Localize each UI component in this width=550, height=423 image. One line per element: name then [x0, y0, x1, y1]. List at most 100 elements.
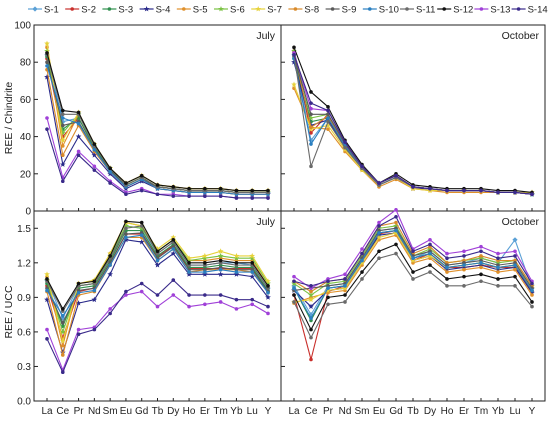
- data-point: [217, 271, 224, 277]
- data-point: [478, 255, 484, 261]
- data-point: [92, 147, 97, 152]
- data-point: [76, 110, 81, 115]
- x-tick-label: Gd: [389, 406, 402, 417]
- panel-title: July: [256, 30, 275, 42]
- x-tick-label: Sm: [103, 406, 118, 417]
- data-point: [92, 288, 97, 293]
- data-point: [218, 300, 223, 304]
- plot-frame: [280, 24, 546, 212]
- y-axis-label-bottom: REE / UCC: [3, 285, 15, 339]
- data-point: [124, 226, 128, 231]
- data-point: [75, 300, 82, 306]
- data-point: [76, 281, 81, 286]
- series-line: [46, 69, 268, 195]
- data-point: [234, 270, 239, 274]
- panel-1: 0 20 40 60 80 100 July: [14, 21, 282, 218]
- legend-label: S-12: [453, 5, 473, 16]
- legend-label: S-10: [379, 5, 399, 16]
- data-point: [154, 246, 161, 252]
- data-point: [203, 186, 207, 191]
- panel-title: July: [256, 216, 275, 228]
- data-point: [60, 324, 65, 328]
- series-s-12: [292, 242, 534, 332]
- data-point: [76, 327, 81, 332]
- data-point: [359, 259, 365, 266]
- series-s-10: [45, 64, 270, 197]
- legend: S-1 S-2 S-3 S-4 S-5 S-6 S-7 S-8 S-9 S-10 S-11 S-12 S…: [28, 5, 548, 16]
- legend-item: S-14: [511, 5, 548, 16]
- data-point: [250, 261, 255, 265]
- x-tick-label: Ce: [305, 406, 318, 417]
- data-point: [60, 119, 66, 125]
- legend-label: S-14: [528, 5, 548, 16]
- data-point: [266, 196, 270, 200]
- legend-marker: [442, 7, 447, 11]
- data-point: [60, 315, 66, 321]
- data-point: [171, 185, 176, 189]
- data-point: [343, 272, 347, 277]
- data-point: [359, 252, 365, 259]
- data-point: [343, 284, 347, 288]
- data-point: [530, 288, 534, 293]
- data-point: [377, 224, 381, 228]
- data-point: [496, 265, 500, 270]
- data-point: [292, 279, 296, 284]
- data-point: [60, 153, 65, 157]
- series-s-3: [45, 228, 270, 328]
- data-point: [394, 220, 398, 225]
- data-point: [187, 293, 191, 297]
- legend-label: S-8: [304, 5, 319, 16]
- data-point: [171, 194, 176, 198]
- legend-item: S-4: [139, 5, 170, 16]
- data-point: [360, 164, 364, 169]
- x-tick-label: Dy: [167, 406, 179, 417]
- data-point: [308, 296, 314, 303]
- data-point: [462, 274, 466, 279]
- data-point: [325, 287, 331, 293]
- x-tick-label: Yb: [492, 406, 505, 417]
- data-point: [479, 244, 483, 249]
- legend-label: S-2: [81, 5, 96, 16]
- data-point: [266, 188, 270, 193]
- data-point: [75, 133, 82, 140]
- legend-label: S-7: [267, 5, 282, 16]
- x-tick-label: Y: [529, 406, 536, 417]
- data-point: [326, 108, 330, 113]
- data-point: [44, 40, 50, 47]
- legend-item: S-6: [214, 5, 245, 16]
- data-point: [309, 327, 313, 332]
- data-point: [45, 327, 49, 332]
- data-point: [60, 313, 65, 318]
- data-point: [155, 249, 160, 254]
- legend-item: S-2: [65, 5, 96, 16]
- series-s-12: [45, 219, 270, 311]
- data-point: [108, 311, 112, 316]
- data-point: [479, 188, 483, 193]
- series-line: [293, 54, 533, 195]
- data-point: [291, 280, 297, 286]
- data-point: [171, 293, 176, 297]
- data-point: [309, 106, 313, 111]
- data-point: [124, 293, 128, 297]
- data-point: [202, 252, 208, 259]
- plot-frame: [280, 210, 546, 402]
- series-s-14: [292, 214, 534, 288]
- data-point: [250, 270, 255, 274]
- legend-marker: [70, 7, 74, 11]
- x-tick-label: Gd: [135, 406, 148, 417]
- x-tick-label: Tb: [152, 406, 164, 417]
- data-point: [45, 337, 49, 341]
- series-s-3: [292, 228, 534, 323]
- data-point: [60, 179, 65, 184]
- legend-item: S-10: [362, 5, 399, 16]
- y-tick-label: 0: [25, 207, 31, 218]
- data-point: [292, 45, 296, 50]
- y-tick-label: 20: [20, 169, 32, 180]
- x-tick-label: Pr: [323, 406, 334, 417]
- data-point: [108, 254, 112, 258]
- series-s-4: [44, 74, 271, 197]
- data-point: [155, 183, 160, 187]
- data-point: [203, 302, 207, 307]
- data-point: [218, 267, 223, 272]
- legend-marker: [32, 6, 38, 12]
